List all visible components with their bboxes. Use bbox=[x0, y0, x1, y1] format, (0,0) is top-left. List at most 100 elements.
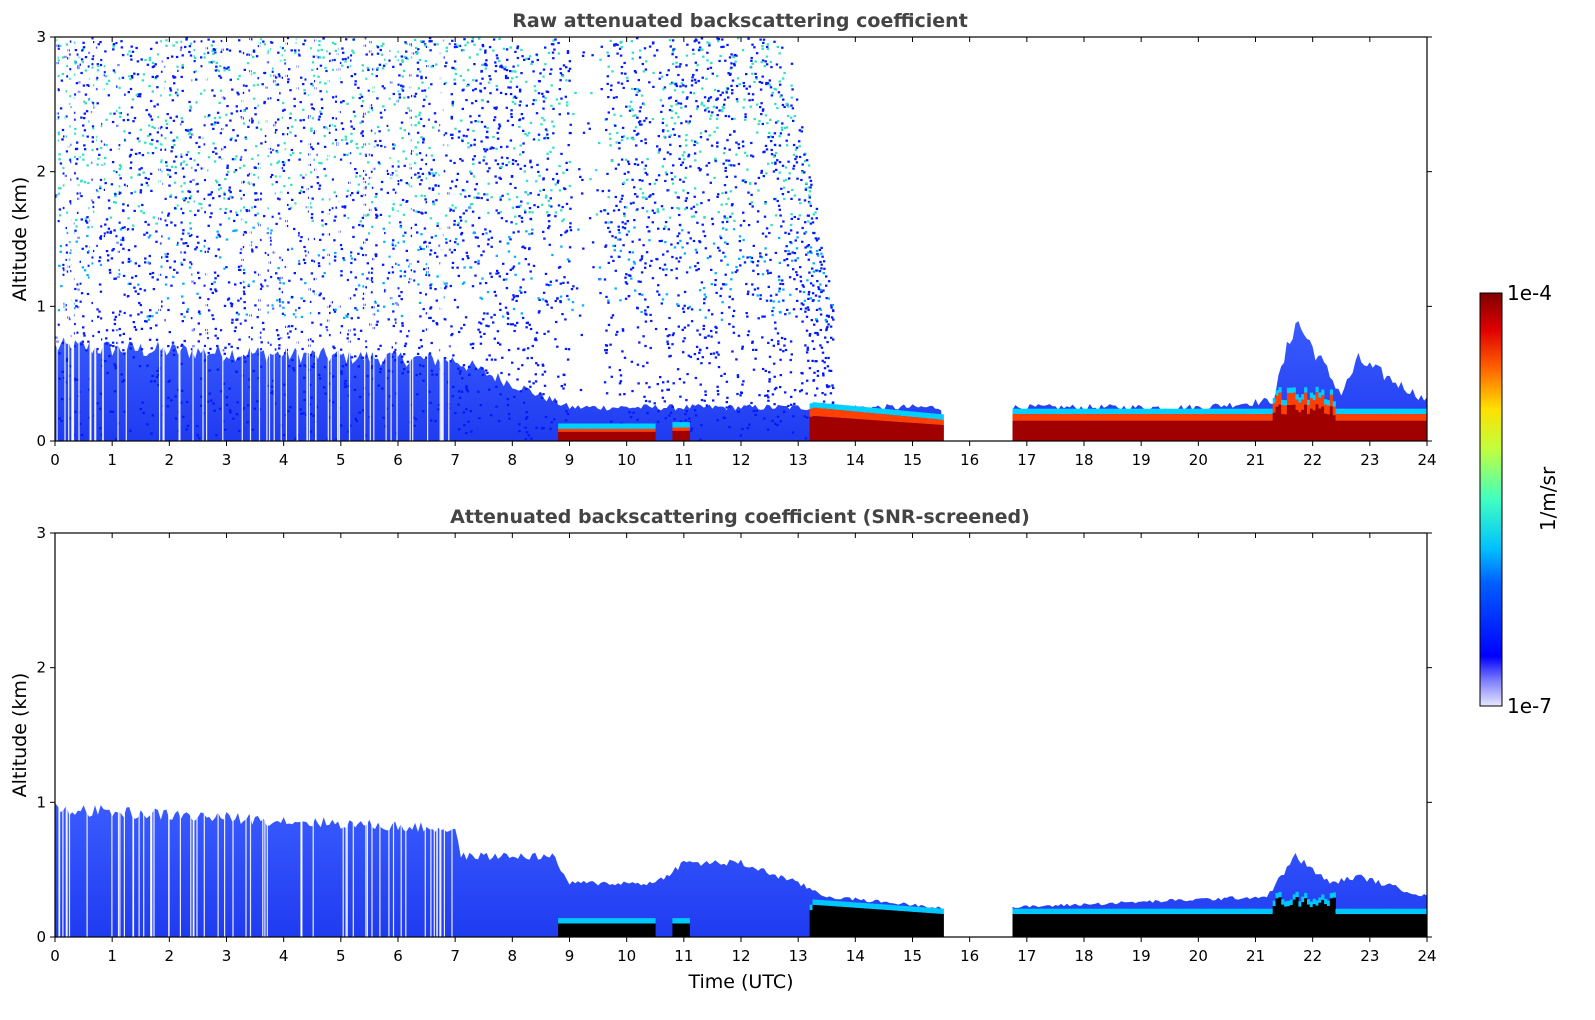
noise-cell bbox=[678, 65, 681, 68]
noise-cell bbox=[118, 174, 121, 177]
noise-cell bbox=[465, 432, 468, 435]
noise-cell bbox=[63, 376, 66, 379]
noise-cell bbox=[805, 351, 809, 354]
noise-cell bbox=[196, 434, 199, 437]
noise-cell bbox=[275, 181, 278, 184]
noise-cell bbox=[86, 84, 89, 87]
noise-cell bbox=[132, 224, 135, 227]
noise-cell bbox=[751, 98, 754, 101]
noise-cell bbox=[667, 228, 670, 231]
noise-cell bbox=[787, 105, 790, 108]
noise-cell bbox=[212, 60, 215, 63]
noise-cell bbox=[309, 413, 313, 416]
noise-cell bbox=[733, 64, 736, 67]
noise-cell bbox=[413, 424, 416, 427]
noise-cell bbox=[799, 266, 802, 269]
noise-cell bbox=[109, 231, 112, 234]
noise-cell bbox=[73, 377, 77, 380]
noise-cell bbox=[354, 307, 357, 310]
noise-cell bbox=[484, 228, 487, 231]
noise-cell bbox=[253, 173, 256, 176]
noise-cell bbox=[298, 191, 302, 195]
noise-cell bbox=[380, 45, 383, 48]
noise-cell bbox=[529, 218, 533, 221]
noise-cell bbox=[687, 122, 690, 125]
noise-cell bbox=[111, 329, 115, 332]
noise-cell bbox=[687, 155, 690, 158]
noise-cell bbox=[474, 188, 477, 191]
noise-cell bbox=[243, 356, 247, 359]
noise-cell bbox=[783, 344, 786, 347]
noise-cell bbox=[499, 393, 502, 396]
noise-cell bbox=[453, 161, 456, 165]
noise-cell bbox=[216, 68, 219, 71]
noise-cell bbox=[415, 373, 418, 377]
noise-cell bbox=[229, 119, 232, 122]
noise-cell bbox=[459, 193, 462, 196]
noise-cell bbox=[100, 433, 103, 436]
noise-cell bbox=[149, 133, 152, 136]
noise-cell bbox=[582, 51, 585, 54]
noise-cell bbox=[334, 49, 337, 52]
noise-cell bbox=[628, 411, 631, 414]
noise-cell bbox=[429, 287, 432, 290]
noise-cell bbox=[340, 372, 343, 375]
noise-cell bbox=[109, 410, 112, 413]
noise-cell bbox=[466, 128, 470, 131]
noise-cell bbox=[69, 252, 72, 255]
noise-cell bbox=[139, 189, 143, 192]
noise-cell bbox=[750, 201, 753, 204]
noise-cell bbox=[774, 214, 778, 217]
noise-cell bbox=[92, 103, 96, 106]
noise-cell bbox=[343, 153, 346, 156]
noise-cell bbox=[140, 311, 143, 314]
noise-cell bbox=[487, 211, 490, 214]
noise-cell bbox=[481, 373, 485, 377]
noise-cell bbox=[769, 118, 772, 121]
noise-cell bbox=[789, 340, 793, 343]
noise-cell bbox=[375, 192, 378, 196]
noise-cell bbox=[219, 407, 222, 410]
noise-cell bbox=[690, 79, 694, 82]
noise-cell bbox=[801, 126, 804, 129]
noise-cell bbox=[815, 217, 818, 220]
noise-cell bbox=[745, 282, 748, 286]
noise-cell bbox=[407, 107, 410, 110]
noise-cell bbox=[795, 247, 799, 250]
noise-cell bbox=[483, 332, 486, 335]
noise-cell bbox=[808, 333, 812, 336]
noise-cell bbox=[69, 157, 72, 161]
noise-cell bbox=[609, 137, 612, 140]
noise-cell bbox=[352, 127, 356, 130]
noise-cell bbox=[767, 390, 770, 393]
noise-cell bbox=[811, 267, 814, 270]
noise-cell bbox=[515, 96, 518, 99]
noise-cell bbox=[489, 92, 492, 95]
noise-cell bbox=[748, 85, 751, 88]
noise-cell bbox=[401, 322, 404, 325]
noise-cell bbox=[276, 151, 279, 154]
noise-cell bbox=[346, 66, 350, 69]
noise-cell bbox=[450, 334, 453, 337]
noise-cell bbox=[782, 299, 785, 302]
noise-cell bbox=[684, 166, 688, 169]
noise-cell bbox=[517, 205, 521, 208]
noise-cell bbox=[210, 123, 213, 126]
noise-cell bbox=[765, 172, 768, 175]
noise-cell bbox=[538, 298, 541, 301]
noise-cell bbox=[544, 136, 548, 139]
noise-cell bbox=[150, 432, 153, 435]
noise-cell bbox=[566, 50, 570, 53]
noise-cell bbox=[172, 75, 175, 78]
noise-cell bbox=[506, 76, 509, 80]
noise-cell bbox=[789, 241, 792, 244]
noise-cell bbox=[728, 405, 731, 408]
noise-cell bbox=[61, 128, 65, 132]
noise-cell bbox=[623, 206, 627, 209]
noise-cell bbox=[571, 308, 574, 311]
noise-cell bbox=[742, 106, 745, 109]
noise-cell bbox=[702, 191, 705, 194]
noise-cell bbox=[803, 171, 806, 174]
noise-cell bbox=[282, 133, 285, 136]
noise-cell bbox=[764, 60, 767, 63]
